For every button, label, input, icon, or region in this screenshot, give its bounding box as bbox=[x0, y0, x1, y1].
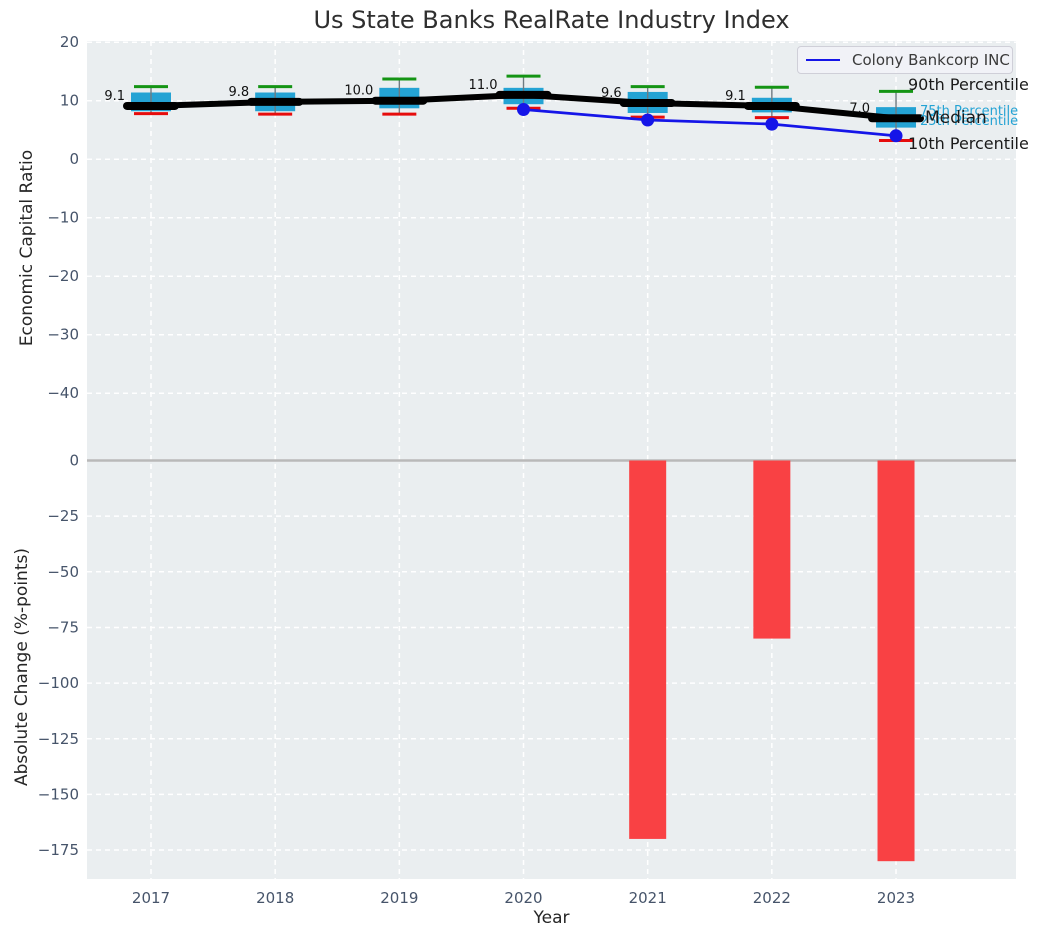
x-tick-2021: 2021 bbox=[629, 889, 667, 907]
annotation-p75: 75th Percentile bbox=[920, 104, 1018, 119]
bottom-y-tick--100: −100 bbox=[38, 674, 79, 692]
median-value-label-2018: 9.8 bbox=[228, 85, 249, 100]
change-bar-2023 bbox=[877, 460, 915, 862]
bottom-y-tick--25: −25 bbox=[47, 507, 79, 525]
top-y-tick--40: −40 bbox=[47, 384, 79, 402]
bottom-y-tick-0: 0 bbox=[69, 452, 79, 470]
bottom-y-tick--125: −125 bbox=[38, 730, 79, 748]
annotation-p10: 10th Percentile bbox=[908, 134, 1029, 153]
median-value-label-2017: 9.1 bbox=[104, 89, 125, 104]
x-tick-2017: 2017 bbox=[132, 889, 170, 907]
median-value-label-2019: 10.0 bbox=[344, 84, 373, 99]
company-point-2020 bbox=[517, 102, 531, 116]
median-value-label-2022: 9.1 bbox=[725, 89, 746, 104]
change-bar-2021 bbox=[629, 460, 667, 839]
top-y-tick--20: −20 bbox=[47, 267, 79, 285]
median-value-label-2020: 11.0 bbox=[469, 78, 498, 93]
company-line bbox=[523, 108, 897, 138]
annotation-p25: 25th Percentile bbox=[920, 114, 1018, 129]
x-tick-2020: 2020 bbox=[504, 889, 542, 907]
legend-line-swatch bbox=[806, 59, 840, 61]
bottom-y-tick--75: −75 bbox=[47, 618, 79, 636]
company-point-2021 bbox=[641, 113, 655, 127]
top-y-axis-label: Economic Capital Ratio bbox=[17, 149, 37, 347]
median-value-label-2021: 9.6 bbox=[601, 86, 622, 101]
x-tick-2022: 2022 bbox=[753, 889, 791, 907]
x-tick-2023: 2023 bbox=[877, 889, 915, 907]
x-tick-2019: 2019 bbox=[380, 889, 418, 907]
bottom-y-tick--50: −50 bbox=[47, 563, 79, 581]
top-y-tick-10: 10 bbox=[60, 92, 79, 110]
median-value-label-2023: 7.0 bbox=[849, 101, 870, 116]
top-y-tick-0: 0 bbox=[69, 150, 79, 168]
legend-label: Colony Bankcorp INC bbox=[852, 51, 1010, 69]
change-bar-2022 bbox=[753, 460, 791, 639]
company-point-2023 bbox=[889, 129, 903, 143]
bottom-y-tick--175: −175 bbox=[38, 841, 79, 859]
x-tick-2018: 2018 bbox=[256, 889, 294, 907]
top-y-tick--30: −30 bbox=[47, 326, 79, 344]
bottom-y-tick--150: −150 bbox=[38, 785, 79, 803]
bottom-y-axis-label: Absolute Change (%-points) bbox=[12, 548, 32, 786]
annotation-p90: 90th Percentile bbox=[908, 75, 1029, 94]
annotation-median: Median bbox=[925, 108, 987, 128]
legend: Colony Bankcorp INC bbox=[797, 46, 1013, 74]
chart-title: Us State Banks RealRate Industry Index bbox=[313, 6, 790, 34]
top-y-tick--10: −10 bbox=[47, 209, 79, 227]
top-y-tick-20: 20 bbox=[60, 33, 79, 51]
company-point-2022 bbox=[765, 117, 779, 131]
x-axis-label: Year bbox=[533, 908, 570, 928]
